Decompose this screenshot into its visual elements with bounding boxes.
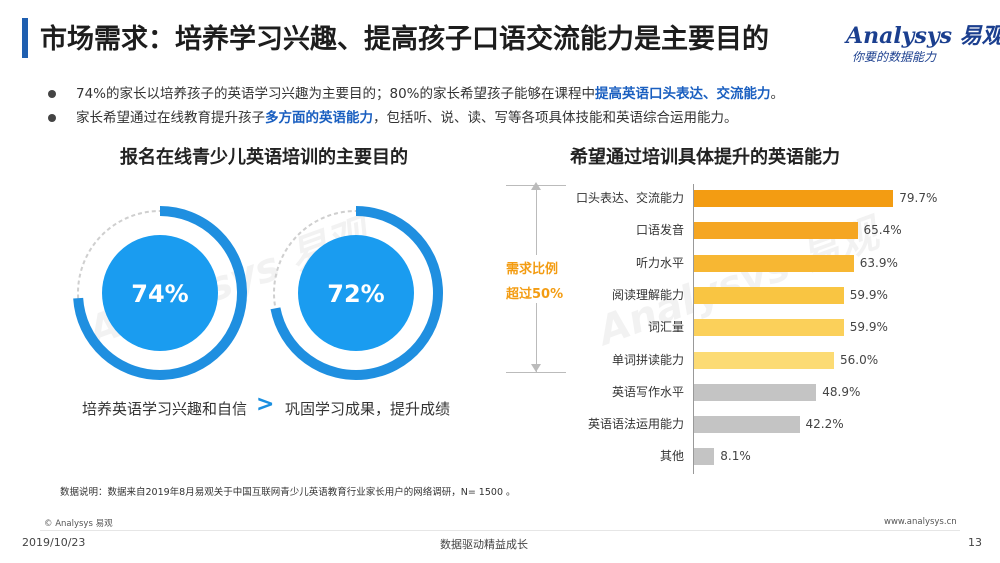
bar-value-label: 48.9%	[822, 384, 861, 399]
bar-value-label: 65.4%	[863, 223, 902, 238]
bullet-item: 74%的家长以培养孩子的英语学习兴趣为主要目的；80%的家长希望孩子能够在课程中…	[48, 82, 968, 106]
footer-slogan: 数据驱动精益成长	[440, 538, 528, 551]
footer-divider	[40, 530, 960, 531]
bullet-highlight: 提高英语口头表达、交流能力	[595, 86, 771, 102]
footer-date: 2019/10/23	[22, 536, 86, 549]
bar-value-label: 42.2%	[805, 417, 844, 432]
bracket-top	[506, 185, 566, 186]
logo-slogan: 你要的数据能力	[852, 50, 937, 64]
annotation-line-2: 超过50%	[506, 287, 564, 302]
arrow-up-icon	[531, 182, 541, 190]
bar-category-label: 口头表达、交流能力	[575, 191, 684, 205]
right-chart-title: 希望通过培训具体提升的英语能力	[570, 147, 840, 168]
donut-1-value: 74%	[131, 280, 189, 308]
watermark: Analysys 易观	[82, 210, 375, 355]
bracket-bottom	[506, 372, 566, 373]
bar	[694, 254, 854, 272]
bar	[694, 448, 715, 466]
page-title: 市场需求：培养学习兴趣、提高孩子口语交流能力是主要目的	[40, 24, 769, 55]
bullet-text: 74%的家长以培养孩子的英语学习兴趣为主要目的；80%的家长希望孩子能够在课程中	[76, 86, 596, 102]
left-chart-title: 报名在线青少儿英语培训的主要目的	[120, 147, 408, 168]
bar-value-label: 59.9%	[849, 287, 888, 302]
bar	[694, 416, 800, 434]
bar-value-label: 63.9%	[859, 255, 898, 270]
annotation-bg	[502, 255, 574, 303]
title-accent-bar	[22, 18, 28, 58]
bullet-highlight: 多方面的英语能力	[265, 110, 373, 126]
copyright: © Analysys 易观	[44, 519, 113, 529]
bar-category-label: 其他	[659, 449, 684, 464]
bar-category-label: 英语写作水平	[611, 384, 684, 399]
analysys-logo: Analysys 易观 你要的数据能力	[846, 16, 1000, 72]
donut-2-value: 72%	[327, 280, 385, 308]
bar	[694, 383, 817, 401]
page-number: 13	[968, 536, 982, 549]
bullet-text-end: 。	[770, 86, 785, 102]
bullet-list: 74%的家长以培养孩子的英语学习兴趣为主要目的；80%的家长希望孩子能够在课程中…	[48, 82, 968, 130]
bar-value-label: 59.9%	[849, 320, 888, 335]
bar	[694, 222, 858, 240]
bullet-dot-icon	[48, 114, 56, 122]
bar-category-label: 英语语法运用能力	[587, 417, 684, 432]
website-link[interactable]: www.analysys.cn	[884, 517, 957, 527]
bullet-text-end: ，包括听、说、读、写等各项具体技能和英语综合运用能力。	[373, 110, 738, 126]
data-note: 数据说明：数据来自2019年8月易观关于中国互联网青少儿英语教育行业家长用户的网…	[60, 487, 516, 498]
bar-category-label: 听力水平	[635, 255, 684, 270]
bullet-item: 家长希望通过在线教育提升孩子多方面的英语能力，包括听、说、读、写等各项具体技能和…	[48, 106, 968, 130]
bar-chart-axis	[693, 184, 694, 474]
bar-category-label: 口语发音	[635, 223, 684, 238]
bar	[694, 351, 834, 369]
bar	[694, 286, 844, 304]
greater-than-icon: >	[256, 392, 275, 417]
bar-value-label: 8.1%	[720, 449, 751, 464]
arrow-down-icon	[531, 364, 541, 372]
bar-category-label: 单词拼读能力	[611, 352, 684, 367]
bar-category-label: 阅读理解能力	[611, 287, 684, 302]
bullet-text: 家长希望通过在线教育提升孩子	[76, 110, 265, 126]
annotation-line-1: 需求比例	[506, 262, 559, 277]
bar	[694, 319, 844, 337]
bar	[694, 190, 894, 207]
donut-1-caption: 培养英语学习兴趣和自信	[82, 400, 248, 418]
bar-category-label: 词汇量	[647, 320, 684, 335]
bar-value-label: 56.0%	[840, 352, 879, 367]
logo-text: Analysys 易观	[846, 23, 1000, 49]
bullet-dot-icon	[48, 90, 56, 98]
donut-2-caption: 巩固学习成果，提升成绩	[285, 400, 451, 418]
bar-value-label: 79.7%	[899, 191, 938, 205]
